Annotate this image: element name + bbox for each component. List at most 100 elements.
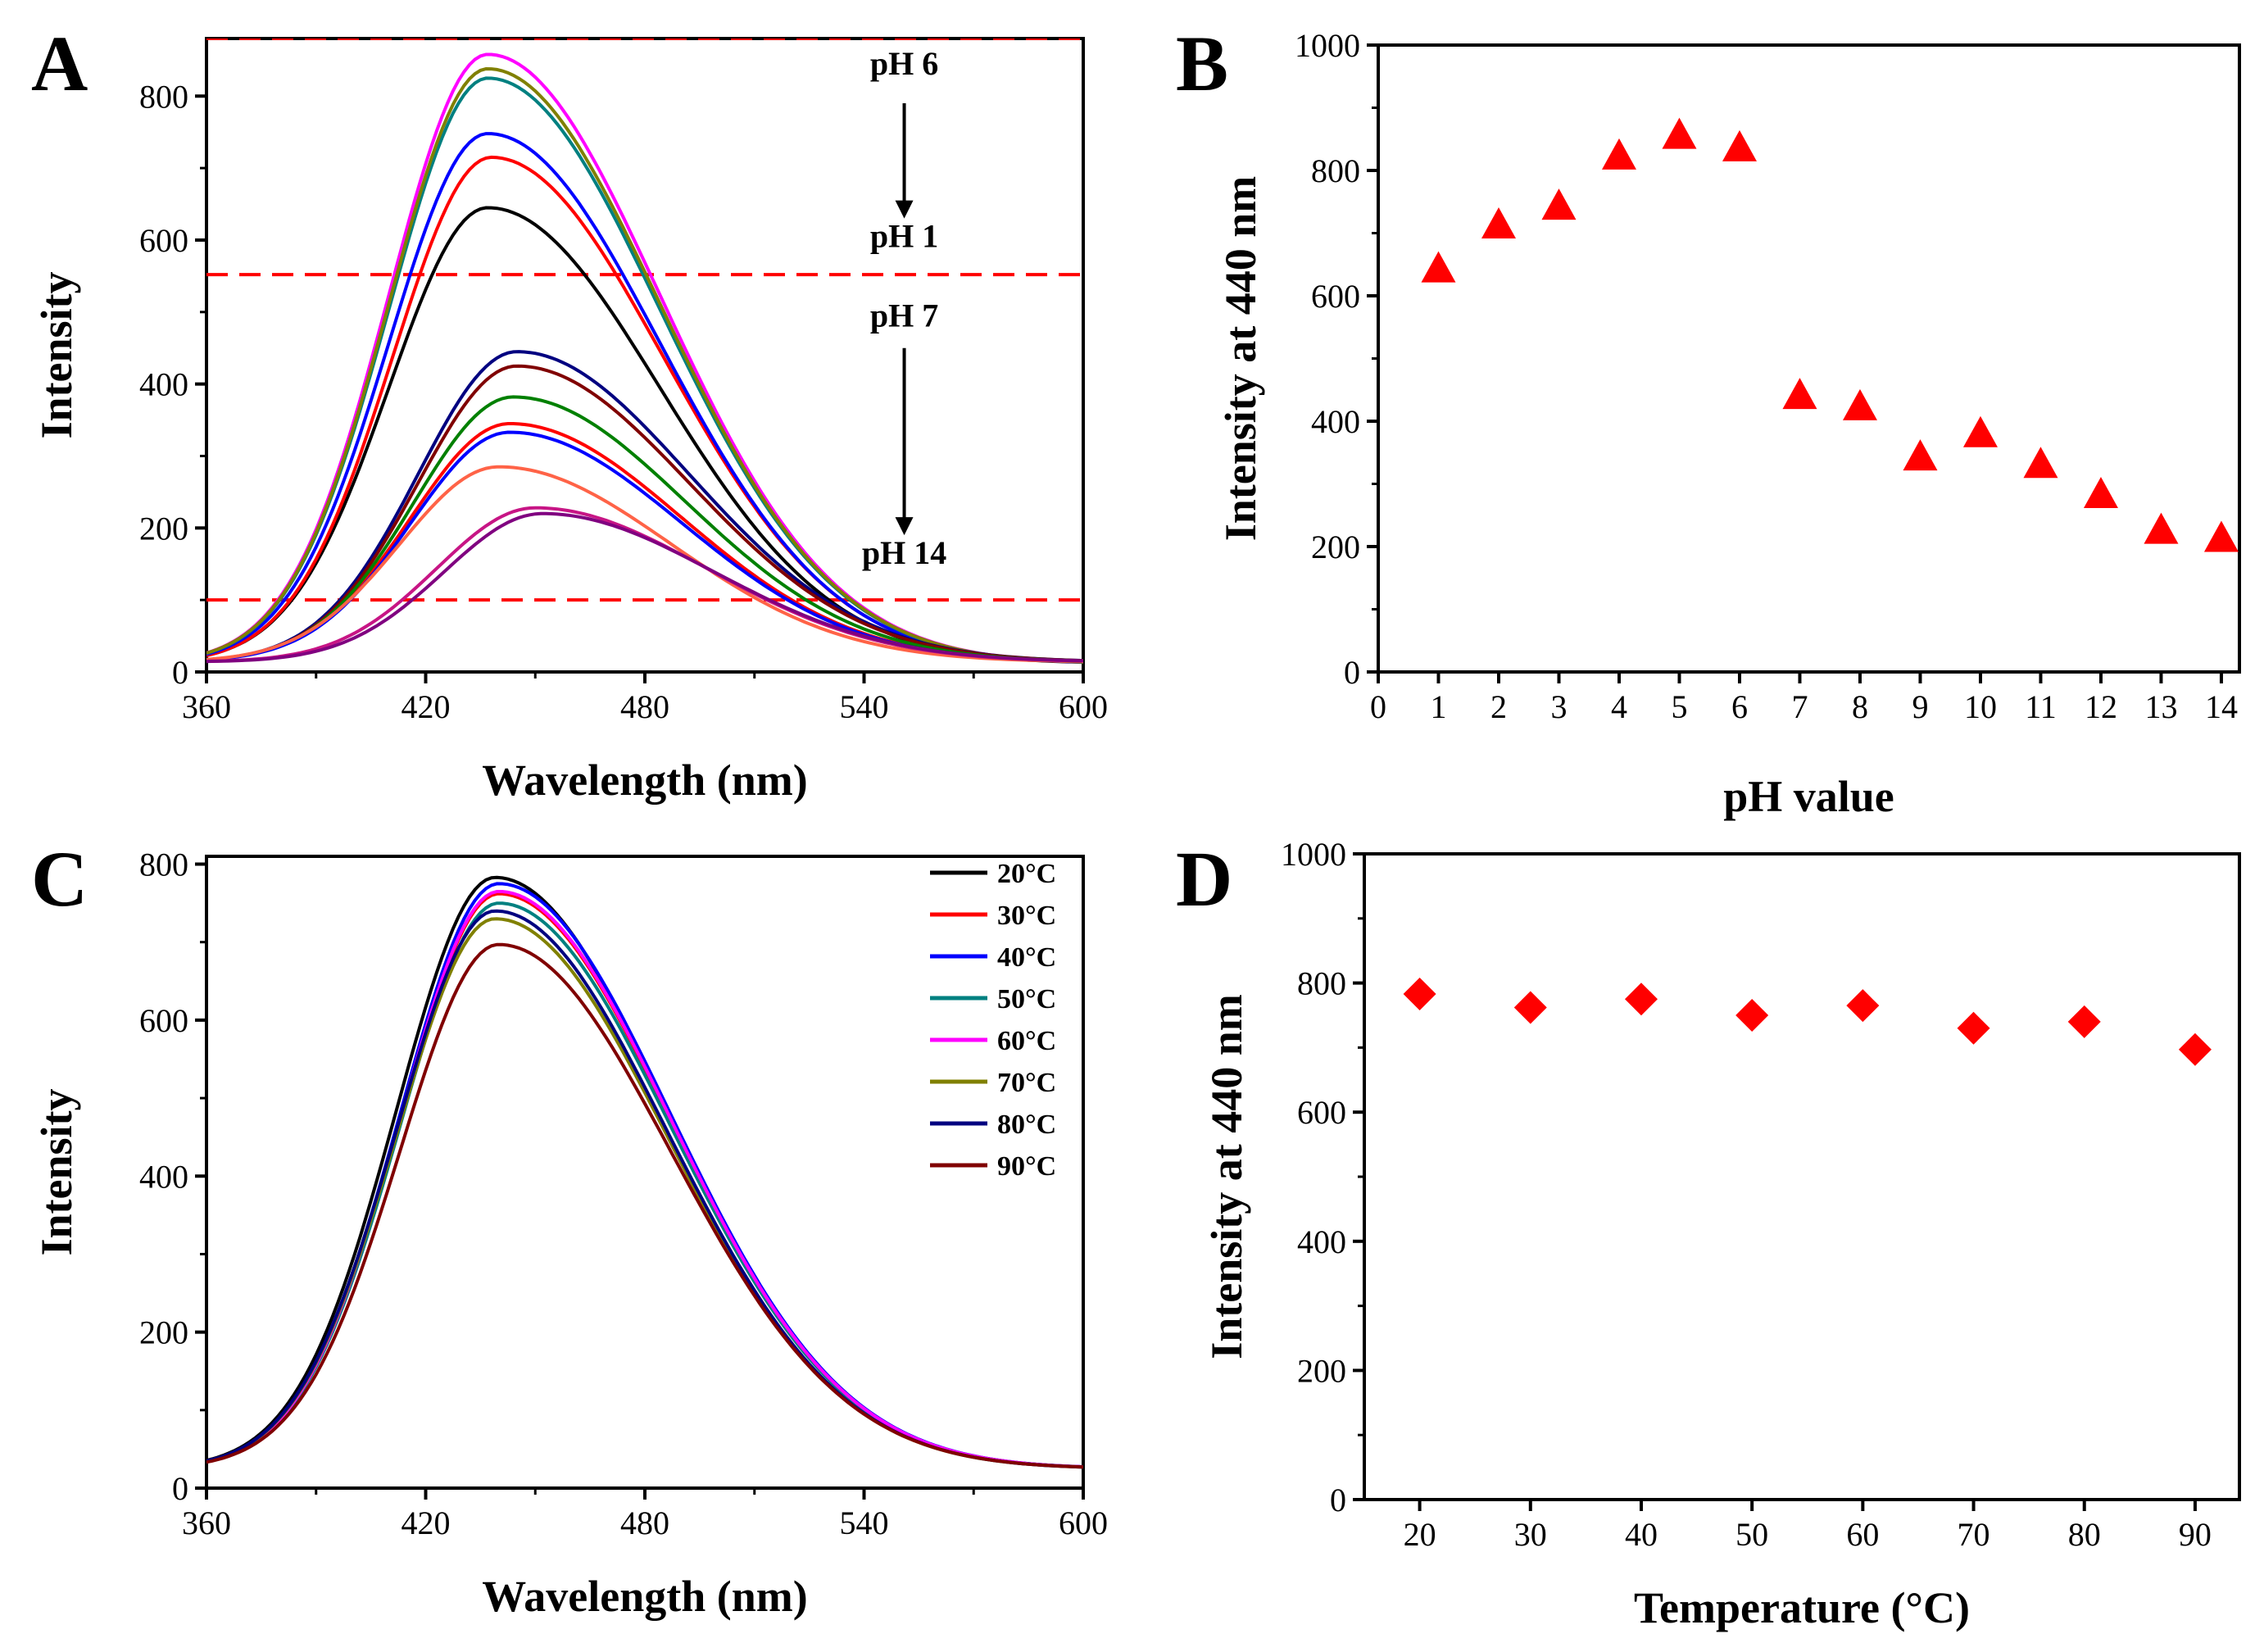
plot-frame [205, 37, 1085, 674]
spectrum-line [206, 364, 1083, 663]
y-tick-label: 400 [1297, 1223, 1346, 1260]
x-tick-label: 20 [1404, 1516, 1436, 1553]
y-tick-label: 0 [1344, 654, 1360, 691]
spectrum-line [206, 890, 1083, 1469]
data-point [2067, 1005, 2101, 1038]
x-axis-label: pH value [1723, 772, 1894, 821]
data-point [1481, 207, 1516, 239]
x-tick-label: 420 [402, 1504, 451, 1541]
legend-label: 70°C [997, 1068, 1056, 1098]
data-point [1957, 1011, 1990, 1045]
spectrum-line [206, 465, 1083, 663]
data-point [2023, 447, 2058, 479]
y-tick-label: 200 [1297, 1352, 1346, 1389]
y-tick-label: 200 [1311, 529, 1360, 565]
legend-label: 90°C [997, 1151, 1056, 1182]
x-tick-label: 480 [620, 688, 669, 725]
data-point [1722, 129, 1757, 161]
x-tick-label: 60 [1846, 1516, 1879, 1553]
x-tick-label: 6 [1731, 688, 1748, 725]
data-point [2203, 520, 2239, 552]
spectrum-line [206, 882, 1083, 1468]
annotation-label: pH 7 [870, 297, 938, 334]
panel-label: B [1176, 20, 1228, 107]
spectrum-line [206, 511, 1083, 664]
x-tick-label: 600 [1059, 688, 1108, 725]
x-tick-label: 90 [2179, 1516, 2212, 1553]
legend-label: 30°C [997, 901, 1056, 931]
y-axis-label: Intensity [32, 1088, 81, 1255]
x-tick-label: 40 [1625, 1516, 1658, 1553]
y-tick-label: 400 [139, 1158, 188, 1195]
x-axis-label: Wavelength (nm) [482, 756, 808, 805]
spectrum-line [206, 892, 1083, 1469]
annotation-label: pH 14 [862, 534, 946, 571]
panel-label: D [1176, 835, 1232, 923]
x-tick-label: 540 [840, 688, 889, 725]
y-axis-label: Intensity [32, 271, 81, 438]
plot-frame [205, 855, 1085, 1490]
data-point [1624, 983, 1658, 1016]
y-tick-label: 600 [1297, 1094, 1346, 1131]
arrow-head [895, 200, 914, 219]
y-tick-label: 1000 [1295, 27, 1360, 64]
spectrum-line [206, 422, 1083, 663]
panel-d: D 20 30 40 50 60 70 80 90 0 200 400 600 800 1000 Temper… [1176, 835, 2241, 1632]
legend-label: 20°C [997, 859, 1056, 889]
y-tick-label: 800 [139, 846, 188, 883]
y-tick-label: 200 [139, 1314, 188, 1351]
spectrum-line [206, 350, 1083, 663]
data-point [1842, 388, 1877, 420]
x-tick-label: 0 [1370, 688, 1386, 725]
data-point [2144, 512, 2179, 544]
panel-label: C [31, 835, 88, 923]
y-tick-label: 800 [1297, 965, 1346, 1002]
spectrum-line [206, 506, 1083, 663]
spectrum-line [206, 909, 1083, 1469]
x-tick-label: 540 [840, 1504, 889, 1541]
spectrum-line [206, 155, 1083, 664]
spectrum-line [206, 76, 1083, 664]
legend-label: 80°C [997, 1110, 1056, 1140]
data-point [1782, 378, 1817, 410]
data-point [1903, 439, 1938, 471]
y-tick-label: 400 [1311, 403, 1360, 440]
panel-c: C 360 420 480 540 600 0 200 400 600 800 Wavelength … [31, 835, 1108, 1621]
y-tick-label: 800 [139, 78, 188, 115]
y-tick-label: 0 [172, 654, 188, 691]
x-tick-label: 8 [1852, 688, 1868, 725]
x-axis-label: Temperature (°C) [1634, 1583, 1970, 1632]
spectrum-line [206, 942, 1083, 1469]
legend-label: 40°C [997, 942, 1056, 973]
y-tick-label: 400 [139, 366, 188, 403]
panel-label: A [31, 20, 88, 107]
x-tick-label: 360 [182, 688, 231, 725]
x-tick-label: 2 [1490, 688, 1507, 725]
data-point [1403, 977, 1436, 1010]
x-tick-label: 480 [620, 1504, 669, 1541]
plot-frame [1363, 852, 2241, 1501]
spectrum-line [206, 875, 1083, 1469]
x-tick-label: 14 [2205, 688, 2238, 725]
x-tick-label: 360 [182, 1504, 231, 1541]
x-tick-label: 12 [2085, 688, 2117, 725]
x-axis-label: Wavelength (nm) [482, 1572, 808, 1621]
data-point [1662, 117, 1697, 149]
data-point [1541, 188, 1577, 220]
x-tick-label: 3 [1550, 688, 1567, 725]
x-tick-label: 30 [1514, 1516, 1547, 1553]
x-tick-label: 5 [1671, 688, 1687, 725]
legend-label: 50°C [997, 984, 1056, 1014]
y-tick-label: 0 [172, 1470, 188, 1507]
series-group [206, 39, 1083, 665]
data-point [1421, 251, 1456, 283]
annotation-label: pH 1 [870, 218, 938, 255]
y-tick-label: 600 [139, 1002, 188, 1039]
y-tick-label: 200 [139, 510, 188, 547]
panel-a: A 360 420 480 540 600 0 200 400 600 800 Wavelength … [31, 20, 1108, 805]
spectrum-line [206, 52, 1083, 664]
legend-label: 60°C [997, 1026, 1056, 1056]
data-point [1962, 415, 1998, 447]
plot-frame [1377, 43, 2241, 674]
